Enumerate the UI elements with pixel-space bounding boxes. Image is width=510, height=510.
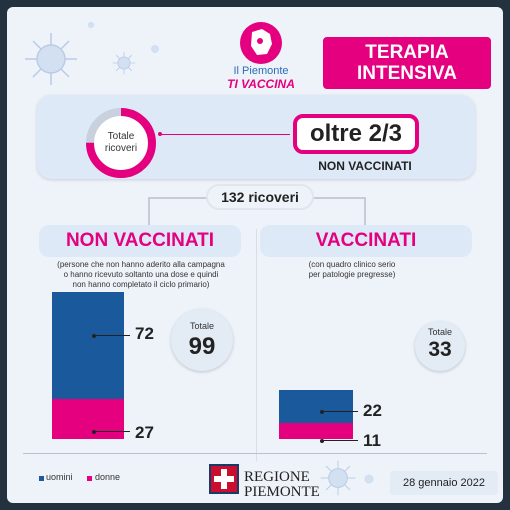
tree-connector (148, 197, 366, 226)
legend-men-swatch (39, 476, 44, 481)
ring-connector-dot (158, 132, 162, 136)
non-vaccinati-men-dot (92, 334, 96, 338)
non-vaccinati-note: (persone che non hanno aderito alla camp… (37, 260, 245, 290)
vaccinati-men-dot (320, 410, 324, 414)
regione-line-1: REGIONE (244, 469, 310, 485)
virus-icon (25, 33, 77, 85)
note-line: non hanno completato il ciclo primario) (72, 280, 210, 289)
non-vaccinati-women-leader (94, 431, 130, 432)
legend-women-swatch (87, 476, 92, 481)
virus-icon (151, 45, 159, 53)
headline-subtitle: NON VACCINATI (318, 159, 412, 173)
legend-women-label: donne (95, 472, 121, 482)
non-vaccinati-men-leader (94, 335, 130, 336)
vaccinati-men-leader (322, 411, 358, 412)
vaccinati-women-value: 11 (363, 431, 381, 450)
note-line: (persone che non hanno aderito alla camp… (57, 260, 225, 269)
total-label: Totale (427, 327, 453, 337)
infographic-frame: Il Piemonte TI VACCINA TERAPIA INTENSIVA… (7, 7, 503, 503)
logo-mark (240, 22, 282, 64)
title-line-1: TERAPIA (365, 42, 449, 63)
column-divider (256, 229, 257, 461)
non-vaccinati-women-dot (92, 430, 96, 434)
non-vaccinati-men-value: 72 (135, 324, 154, 343)
ratio-ring (86, 108, 156, 178)
total-ricoveri-badge: 132 ricoveri (206, 184, 314, 210)
vaccinati-note: (con quadro clinico serio per patologie … (297, 260, 407, 280)
virus-icon (112, 51, 136, 75)
regione-line-2: PIEMONTE (244, 484, 320, 500)
note-line: per patologie pregresse) (308, 270, 396, 279)
non-vaccinati-total-badge: Totale 99 (171, 309, 233, 371)
virus-icon (320, 460, 356, 496)
non-vaccinati-women-bar (52, 398, 124, 439)
total-value: 99 (188, 333, 216, 360)
regione-logo-text: REGIONE PIEMONTE (244, 470, 320, 500)
note-line: o hanno ricevuto soltanto una dose e qui… (63, 270, 219, 279)
ring-label-line-2: ricoveri (104, 143, 138, 154)
non-vaccinati-men-bar (52, 292, 124, 399)
logo-subtitle: Il Piemonte (233, 65, 289, 77)
vaccinati-women-dot (320, 439, 324, 443)
vaccinati-header: VACCINATI (260, 225, 472, 257)
vaccinati-women-leader (322, 440, 358, 441)
publication-date: 28 gennaio 2022 (390, 471, 498, 495)
note-line: (con quadro clinico serio (308, 260, 396, 269)
vaccinati-men-value: 22 (363, 401, 382, 420)
legend-men-label: uomini (46, 472, 73, 482)
logo-title: TI VACCINA (227, 77, 295, 91)
ratio-ring-arc (86, 108, 156, 178)
vaccinati-men-bar (279, 390, 353, 423)
total-value: 33 (428, 338, 452, 361)
non-vaccinati-women-value: 27 (135, 423, 154, 442)
total-label: Totale (189, 321, 215, 331)
vaccinati-total-badge: Totale 33 (415, 321, 465, 371)
bars-baseline (23, 453, 487, 454)
piemonte-map-icon (251, 29, 272, 55)
headline-box: oltre 2/3 (293, 114, 419, 154)
ring-label-line-1: Totale (107, 131, 135, 142)
page-title: TERAPIA INTENSIVA (323, 37, 491, 89)
vaccinati-women-bar (279, 422, 353, 439)
non-vaccinati-header: NON VACCINATI (39, 225, 241, 257)
ring-connector (160, 134, 290, 135)
title-line-2: INTENSIVA (357, 63, 457, 84)
regione-coat-of-arms-icon (209, 464, 239, 494)
ring-label: Totale ricoveri (92, 131, 150, 155)
virus-icon (87, 21, 95, 29)
virus-icon (364, 474, 374, 484)
